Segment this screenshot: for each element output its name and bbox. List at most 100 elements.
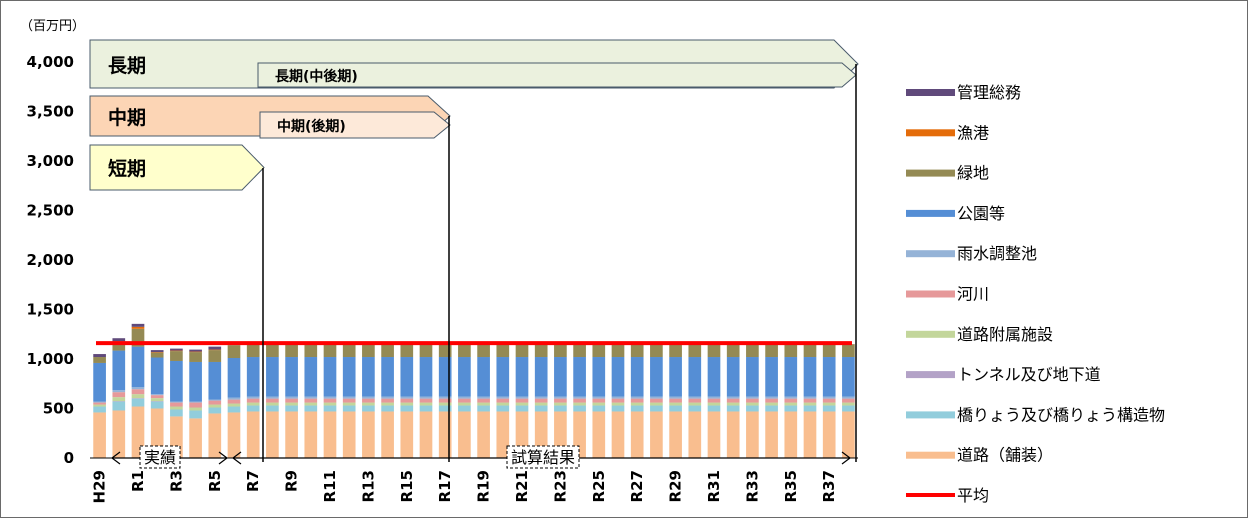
bar-segment	[822, 405, 836, 412]
bar-segment	[554, 398, 567, 403]
bar-segment	[93, 354, 106, 358]
bar-segment	[246, 357, 260, 397]
bar-segment	[650, 357, 663, 397]
bar-segment	[246, 402, 260, 406]
bar-segment	[707, 402, 721, 406]
bar-segment	[630, 344, 644, 358]
bar-segment	[323, 411, 337, 458]
bar-segment	[746, 398, 759, 403]
bar-segment	[400, 398, 414, 403]
bar-segment	[93, 404, 106, 407]
bar-segment	[650, 396, 663, 399]
bar-segment	[784, 405, 798, 412]
bar-segment	[381, 357, 394, 397]
bar-segment	[400, 405, 414, 412]
y-tick-label: 1,000	[27, 350, 74, 368]
bar-segment	[381, 405, 394, 412]
bar-segment	[803, 344, 817, 358]
x-tick-label: R17	[436, 470, 454, 502]
bar-segment	[458, 344, 471, 358]
bar-segment	[822, 357, 836, 397]
bar-segment	[822, 396, 836, 399]
bar-segment	[803, 396, 817, 399]
y-tick-label: 4,000	[27, 53, 74, 71]
bar-segment	[131, 326, 145, 329]
x-tick-label: R11	[321, 470, 339, 502]
bar-segment	[189, 402, 202, 408]
bar-segment	[342, 357, 356, 397]
bar-segment	[189, 401, 202, 403]
bar-segment	[381, 396, 394, 399]
bar-segment	[131, 398, 145, 399]
bar-segment	[400, 411, 414, 458]
period-label-mid-late: 中期(後期)	[277, 118, 346, 135]
bar-segment	[246, 398, 260, 403]
bracket-arrowhead	[218, 451, 228, 465]
bar-segment	[592, 357, 606, 397]
bar-segment	[458, 396, 471, 399]
bar-segment	[170, 409, 183, 417]
legend-swatch	[906, 451, 955, 459]
bar-segment	[746, 396, 759, 399]
x-tick-label: R25	[590, 470, 608, 502]
bar-segment	[400, 344, 414, 358]
bar-segment	[150, 357, 164, 395]
bar-segment	[496, 396, 510, 399]
bar-segment	[650, 398, 663, 403]
bar-segment	[688, 396, 702, 399]
bar-segment	[477, 357, 490, 397]
bar-segment	[765, 402, 778, 406]
bar-segment	[592, 396, 606, 399]
bar-segment	[534, 344, 548, 358]
bar-segment	[746, 411, 759, 458]
bar-segment	[381, 411, 394, 458]
bar-segment	[611, 344, 625, 358]
bar-segment	[419, 396, 433, 399]
bar-segment	[515, 357, 529, 397]
bar-segment	[112, 392, 126, 398]
bar-segment	[534, 357, 548, 397]
bar-segment	[765, 411, 778, 458]
bar-segment	[304, 405, 318, 412]
legend-label: 管理総務	[957, 83, 1021, 102]
bar-segment	[304, 396, 318, 399]
bar-segment	[496, 405, 510, 412]
period-banner-mid-late	[259, 111, 451, 139]
bar-segment	[803, 402, 817, 406]
bar-segment	[150, 401, 164, 402]
bar-segment	[246, 396, 260, 399]
x-tick-label: R31	[705, 470, 723, 502]
bar-segment	[765, 357, 778, 397]
bar-segment	[726, 402, 740, 406]
bar-segment	[842, 344, 855, 358]
bar-segment	[438, 396, 452, 399]
bar-segment	[496, 344, 510, 358]
bar-segment	[554, 402, 567, 406]
bar-segment	[131, 346, 145, 388]
bar-segment	[650, 405, 663, 412]
bar-segment	[227, 358, 241, 398]
bar-segment	[630, 405, 644, 412]
bar-segment	[189, 407, 202, 411]
bar-segment	[822, 398, 836, 403]
bar-segment	[381, 398, 394, 403]
bar-segment	[150, 352, 164, 358]
period-label-long: 長期	[108, 55, 146, 77]
bar-segment	[707, 405, 721, 412]
bar-segment	[208, 413, 222, 458]
bar-segment	[477, 405, 490, 412]
bar-segment	[592, 411, 606, 458]
bar-segment	[150, 398, 164, 402]
bar-segment	[131, 406, 145, 458]
x-tick-label: R35	[782, 470, 800, 502]
bar-segment	[323, 402, 337, 406]
legend-label: 河川	[957, 285, 989, 304]
bar-segment	[362, 344, 375, 358]
bar-segment	[515, 405, 529, 412]
bar-segment	[515, 344, 529, 358]
bar-segment	[400, 402, 414, 406]
bar-segment	[304, 402, 318, 406]
bar-segment	[112, 397, 126, 402]
y-tick-label: 2,500	[27, 202, 74, 220]
